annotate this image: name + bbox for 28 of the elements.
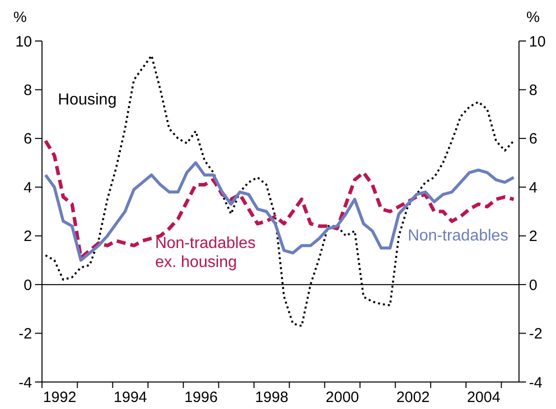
x-tick-label: 2004 bbox=[466, 389, 500, 406]
y2-tick-label: 4 bbox=[529, 179, 538, 196]
x-tick-label: 1998 bbox=[254, 389, 288, 406]
y-tick-label: 8 bbox=[24, 82, 32, 99]
series-label: Housing bbox=[58, 91, 117, 108]
y2-tick-label: 8 bbox=[529, 82, 538, 99]
y-axis-title: % bbox=[13, 9, 27, 26]
y-tick-label: -2 bbox=[18, 326, 32, 343]
y2-tick-label: 10 bbox=[529, 33, 546, 50]
y-tick-label: 6 bbox=[24, 130, 32, 148]
y2-tick-label: -2 bbox=[529, 326, 542, 343]
y2-tick-label: 6 bbox=[529, 130, 538, 148]
series-label: Non-tradables bbox=[408, 228, 508, 245]
y2-tick-label: 2 bbox=[529, 228, 538, 246]
y2-axis-title: % bbox=[526, 9, 540, 26]
y-tick-label: 10 bbox=[15, 33, 32, 50]
x-tick-label: 2000 bbox=[326, 389, 360, 406]
x-tick-label: 1994 bbox=[114, 389, 148, 406]
y-tick-label: 4 bbox=[24, 179, 32, 196]
x-tick-label: 1992 bbox=[42, 389, 76, 406]
series-label: Non-tradables ex. housing bbox=[155, 235, 256, 272]
y-tick-label: -4 bbox=[18, 374, 32, 392]
y2-tick-label: -4 bbox=[529, 374, 542, 392]
y2-tick-label: 0 bbox=[529, 276, 538, 294]
y-tick-label: 2 bbox=[24, 228, 32, 246]
x-tick-label: 1996 bbox=[184, 389, 218, 406]
x-tick-label: 2002 bbox=[396, 389, 430, 406]
y-tick-label: 0 bbox=[24, 276, 32, 294]
